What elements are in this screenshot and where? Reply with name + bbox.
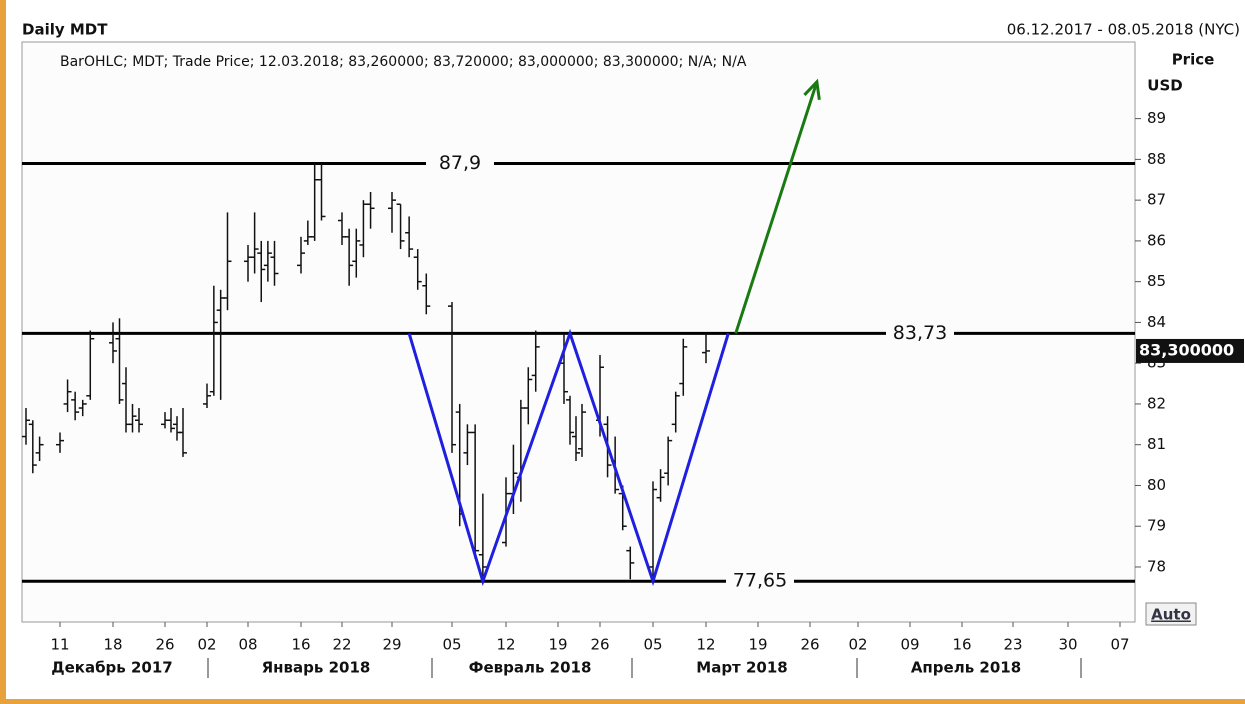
y-tick-label: 82 [1147, 394, 1166, 412]
frame-edge [0, 699, 1245, 704]
level-label: 77,65 [733, 570, 787, 592]
pattern-line [407, 328, 730, 587]
last-price-label: 83,300000 [1139, 340, 1234, 359]
y-axis-label: Price [1172, 51, 1215, 69]
y-tick-label: 81 [1147, 435, 1166, 453]
level-label: 83,73 [893, 322, 947, 344]
date-range: 06.12.2017 - 08.05.2018 (NYC) [1007, 21, 1240, 39]
arrow-head [803, 78, 821, 100]
y-tick-label: 88 [1147, 150, 1166, 168]
x-tick-label: 12 [496, 636, 515, 654]
x-tick-label: 30 [1058, 636, 1077, 654]
last-price-box [1136, 338, 1244, 363]
auto-button[interactable] [1145, 602, 1197, 626]
level-label: 87,9 [439, 152, 481, 174]
info-line: BarOHLC; MDT; Trade Price; 12.03.2018; 8… [60, 54, 747, 70]
month-label: Март 2018 [696, 659, 787, 677]
y-tick-label: 84 [1147, 313, 1166, 331]
frame-edge [0, 0, 6, 704]
y-tick-label: 87 [1147, 191, 1166, 209]
x-tick-label: 26 [590, 636, 609, 654]
auto-button-label[interactable]: Auto [1151, 606, 1191, 624]
x-tick-label: 09 [900, 636, 919, 654]
level-label-bg [886, 321, 954, 346]
x-tick-label: 05 [643, 636, 662, 654]
x-tick-label: 23 [1003, 636, 1022, 654]
y-axis-unit: USD [1147, 77, 1182, 95]
x-tick-label: 22 [332, 636, 351, 654]
x-tick-label: 11 [50, 636, 69, 654]
x-tick-label: 07 [1110, 636, 1129, 654]
level-label-bg [726, 569, 794, 594]
y-tick-label: 85 [1147, 272, 1166, 290]
x-tick-label: 18 [103, 636, 122, 654]
x-tick-label: 05 [442, 636, 461, 654]
x-tick-label: 16 [952, 636, 971, 654]
x-tick-label: 26 [155, 636, 174, 654]
level-label-bg [426, 151, 494, 176]
y-tick-label: 78 [1147, 557, 1166, 575]
y-tick-label: 86 [1147, 231, 1166, 249]
x-tick-label: 02 [848, 636, 867, 654]
x-tick-label: 16 [291, 636, 310, 654]
month-label: Январь 2018 [262, 659, 371, 677]
month-label: Февраль 2018 [469, 659, 592, 677]
target-arrow [734, 81, 819, 334]
x-tick-label: 02 [197, 636, 216, 654]
y-tick-label: 79 [1147, 517, 1166, 535]
month-label: Апрель 2018 [911, 659, 1021, 677]
x-tick-label: 29 [382, 636, 401, 654]
month-label: Декабрь 2017 [51, 659, 173, 677]
x-tick-label: 19 [748, 636, 767, 654]
chart-title: Daily MDT [22, 21, 108, 39]
x-tick-label: 12 [696, 636, 715, 654]
x-tick-label: 19 [548, 636, 567, 654]
x-tick-label: 08 [238, 636, 257, 654]
x-tick-label: 26 [800, 636, 819, 654]
y-tick-label: 89 [1147, 109, 1166, 127]
y-tick-label: 80 [1147, 476, 1166, 494]
